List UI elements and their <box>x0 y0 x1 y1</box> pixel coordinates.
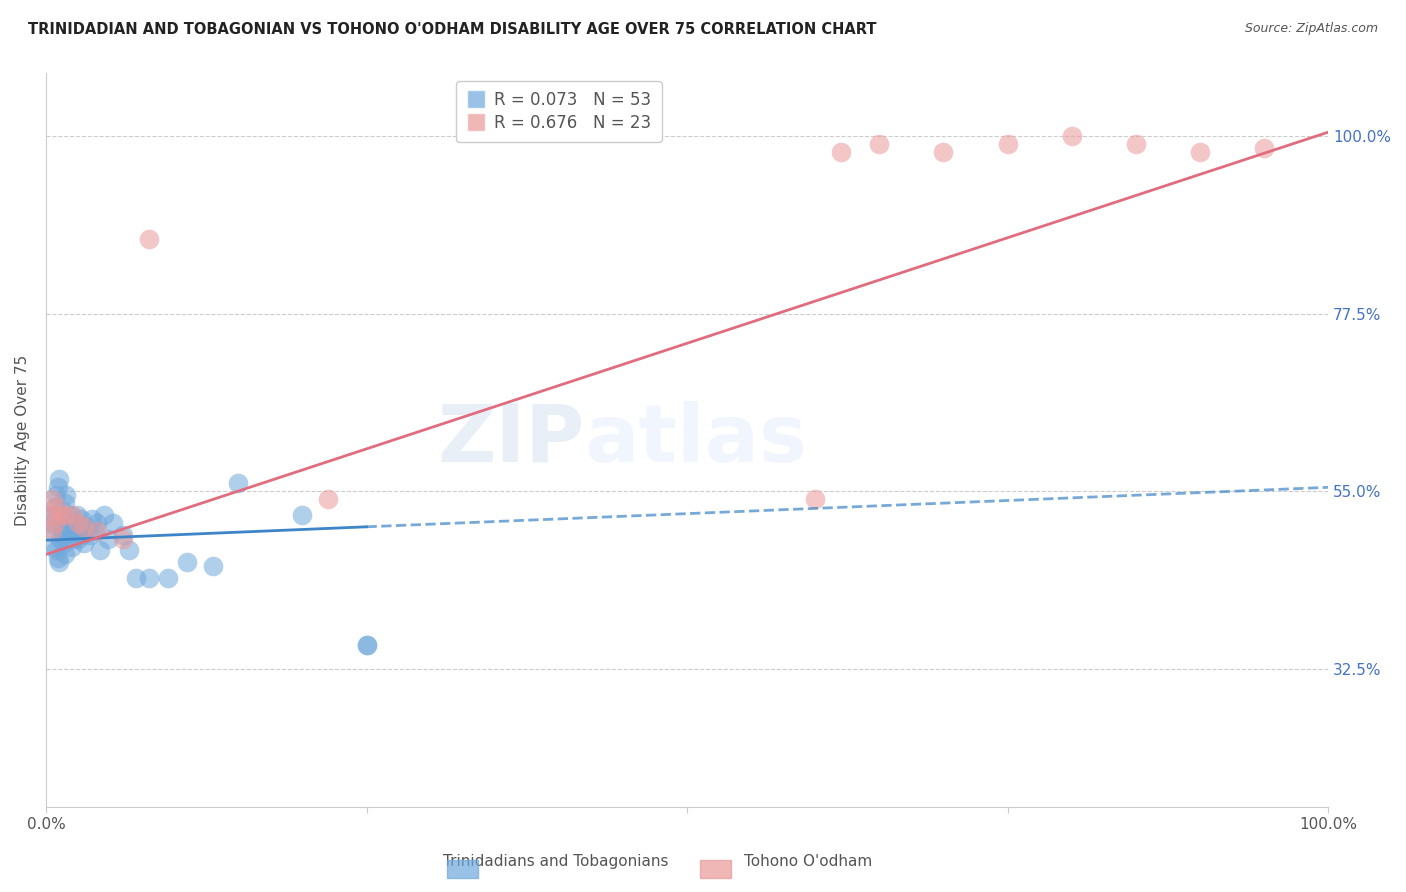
Point <box>932 145 955 159</box>
Point <box>56 524 79 538</box>
Point <box>118 543 141 558</box>
Point <box>41 524 63 538</box>
Point <box>73 535 96 549</box>
Point <box>291 508 314 522</box>
Point <box>356 638 378 652</box>
Point <box>63 524 86 538</box>
Point <box>201 559 224 574</box>
Point <box>52 535 75 549</box>
Point <box>804 492 827 507</box>
Point <box>830 145 852 159</box>
Point <box>45 543 67 558</box>
Point <box>51 520 73 534</box>
Point <box>997 136 1019 151</box>
Point <box>176 555 198 569</box>
Point <box>96 532 118 546</box>
Point <box>1125 136 1147 151</box>
Point <box>60 508 83 522</box>
Point <box>89 543 111 558</box>
Text: Source: ZipAtlas.com: Source: ZipAtlas.com <box>1244 22 1378 36</box>
Point <box>70 527 93 541</box>
Text: ZIP: ZIP <box>437 401 585 479</box>
Point <box>59 508 82 522</box>
Point <box>62 532 84 546</box>
Point <box>73 520 96 534</box>
Point <box>138 571 160 585</box>
Point <box>45 488 67 502</box>
Point <box>41 508 63 522</box>
Point <box>1060 129 1083 144</box>
Text: atlas: atlas <box>585 401 807 479</box>
Point <box>101 516 124 530</box>
Point <box>41 516 63 530</box>
Point <box>111 532 134 546</box>
Point <box>46 480 69 494</box>
Point <box>45 500 67 514</box>
Point <box>1253 141 1275 155</box>
Point <box>46 551 69 566</box>
Point <box>86 524 108 538</box>
Point <box>79 527 101 541</box>
Text: Tohono O'odham: Tohono O'odham <box>744 854 873 869</box>
Point <box>226 476 249 491</box>
Point <box>67 520 90 534</box>
Point <box>65 516 87 530</box>
Point <box>156 571 179 585</box>
Point <box>356 638 378 652</box>
Point <box>138 232 160 246</box>
Point <box>48 508 70 522</box>
Point <box>868 136 890 151</box>
Text: Trinidadians and Tobagonians: Trinidadians and Tobagonians <box>443 854 668 869</box>
Point <box>69 512 91 526</box>
Point <box>41 524 63 538</box>
Point <box>49 532 72 546</box>
Point <box>83 524 105 538</box>
Point <box>44 540 66 554</box>
Point <box>53 508 76 522</box>
Point <box>55 488 77 502</box>
Point <box>111 527 134 541</box>
Point <box>51 512 73 526</box>
Point <box>44 516 66 530</box>
Point <box>41 492 63 507</box>
Point <box>53 548 76 562</box>
Point <box>41 508 63 522</box>
Point <box>125 571 148 585</box>
Point <box>48 472 70 486</box>
Point <box>316 492 339 507</box>
Point <box>1188 145 1211 159</box>
Point <box>58 516 80 530</box>
Text: TRINIDADIAN AND TOBAGONIAN VS TOHONO O'ODHAM DISABILITY AGE OVER 75 CORRELATION : TRINIDADIAN AND TOBAGONIAN VS TOHONO O'O… <box>28 22 876 37</box>
Point <box>60 540 83 554</box>
Legend: R = 0.073   N = 53, R = 0.676   N = 23: R = 0.073 N = 53, R = 0.676 N = 23 <box>456 81 662 143</box>
Point <box>52 527 75 541</box>
Point <box>76 520 98 534</box>
Point <box>53 496 76 510</box>
Point <box>66 516 89 530</box>
Point <box>93 508 115 522</box>
Point <box>52 504 75 518</box>
Point <box>66 508 89 522</box>
Point <box>82 512 104 526</box>
Y-axis label: Disability Age Over 75: Disability Age Over 75 <box>15 354 30 525</box>
Point <box>66 532 89 546</box>
Point <box>86 516 108 530</box>
Point <box>48 555 70 569</box>
Point <box>44 500 66 514</box>
